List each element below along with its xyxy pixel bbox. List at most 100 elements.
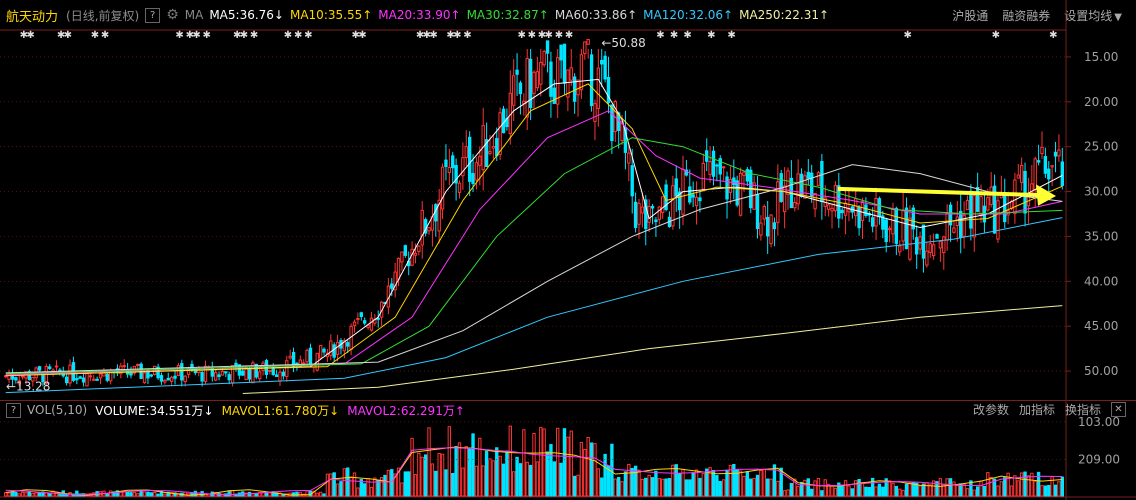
candle-body [478, 155, 482, 166]
volume-bar [674, 464, 678, 497]
candle-body [610, 104, 614, 142]
candle-body [241, 370, 245, 376]
ma-legend-item: MA5:36.76↓ [209, 8, 284, 22]
help-button-volume[interactable]: ? [6, 402, 21, 418]
candle-body [986, 197, 990, 211]
volume-bar [931, 480, 936, 497]
event-star-icon: ✱ [707, 30, 715, 41]
gear-icon[interactable]: ⚙ [166, 7, 179, 23]
candle-body [247, 369, 252, 380]
volume-bar [193, 490, 198, 497]
volume-bar [965, 488, 970, 497]
candle-body [965, 200, 970, 211]
volume-title: VOL(5,10) [27, 403, 88, 417]
arrow-head-icon [1036, 184, 1056, 206]
volume-bar [816, 477, 821, 497]
volume-bar [474, 465, 479, 497]
volume-bar [847, 485, 851, 497]
candle-body [268, 369, 272, 372]
volume-bar [437, 452, 441, 497]
volume-bar [857, 478, 861, 497]
volume-bar [315, 492, 319, 497]
candle-body [630, 165, 634, 197]
candle-body [661, 196, 665, 214]
price-tick-label: 20.00 [1084, 95, 1118, 109]
volume-bar [989, 476, 993, 497]
candle-body [925, 250, 929, 266]
volume-bar [986, 472, 990, 497]
volume-bar [264, 492, 269, 497]
candle-body [451, 155, 455, 169]
candle-body [457, 182, 462, 193]
ma-line-ma20 [5, 110, 1063, 376]
candle-body [1036, 160, 1041, 163]
volume-bar [332, 472, 336, 497]
volume-bar [173, 492, 177, 497]
volume-bar [495, 447, 499, 497]
candle-body [745, 169, 750, 182]
volume-bar [1047, 484, 1051, 497]
event-star-icon: ✱ [203, 30, 211, 41]
candle-body [911, 207, 915, 230]
candle-body [1040, 146, 1044, 155]
volume-bar [17, 493, 21, 497]
volume-bar [440, 453, 445, 497]
volume-bar [1003, 477, 1007, 497]
volume-bar [10, 491, 15, 497]
volume-bar [667, 478, 672, 497]
volume-bar [908, 482, 912, 497]
candle-body [955, 216, 960, 227]
volume-bar [877, 483, 882, 497]
volume-bar [34, 492, 38, 497]
volume-bar [7, 492, 11, 497]
hgt-link[interactable]: 沪股通 [952, 8, 989, 23]
volume-bar [1036, 471, 1041, 497]
close-panel-button[interactable]: ✕ [1111, 401, 1126, 417]
stock-name[interactable]: 航天动力 [6, 9, 59, 25]
volume-bar [556, 427, 560, 497]
event-star-icon: ✱ [423, 30, 431, 41]
volume-bar [1060, 476, 1064, 497]
candle-body [88, 375, 93, 378]
candle-body [413, 252, 418, 256]
volume-bar [356, 487, 360, 497]
candle-body [769, 214, 773, 245]
candle-body [75, 378, 79, 381]
volume-bar [769, 478, 773, 497]
volume-bar [569, 430, 573, 497]
switch-indicator-button[interactable]: 换指标 [1064, 402, 1101, 417]
candle-body [136, 363, 140, 366]
volume-bar [708, 467, 712, 497]
candle-body [718, 158, 722, 175]
volume-bar [830, 485, 834, 497]
ma-settings-dropdown[interactable]: 设置均线 ▼ [1064, 7, 1122, 24]
change-params-button[interactable]: 改参数 [972, 402, 1009, 417]
add-indicator-button[interactable]: 加指标 [1018, 402, 1055, 417]
volume-bar [789, 482, 794, 497]
volume-bar [982, 485, 987, 497]
candle-body [877, 198, 882, 218]
volume-header-right: 改参数 加指标 换指标 ✕ [973, 400, 1136, 418]
volume-bar [600, 477, 604, 497]
volume-bar [613, 478, 617, 497]
volume-bar [671, 464, 675, 497]
volume-bar [258, 491, 262, 497]
candle-body [654, 219, 658, 223]
help-button[interactable]: ? [145, 7, 161, 23]
margin-trading-link[interactable]: 融资融券 [1002, 8, 1051, 23]
candle-body [860, 201, 865, 222]
volume-bar [928, 484, 932, 497]
volume-bar [142, 491, 147, 497]
candle-body [1030, 183, 1034, 194]
candle-body [989, 186, 993, 205]
ma-legend-item: MA10:35.55↑ [289, 8, 373, 22]
volume-bar [677, 473, 682, 497]
candle-body [491, 145, 496, 149]
volume-bar [325, 473, 330, 497]
volume-bar [901, 489, 905, 497]
volume-bar [759, 469, 763, 497]
volume-bar [491, 460, 496, 497]
candle-body [569, 67, 573, 81]
candle-body [285, 360, 289, 377]
